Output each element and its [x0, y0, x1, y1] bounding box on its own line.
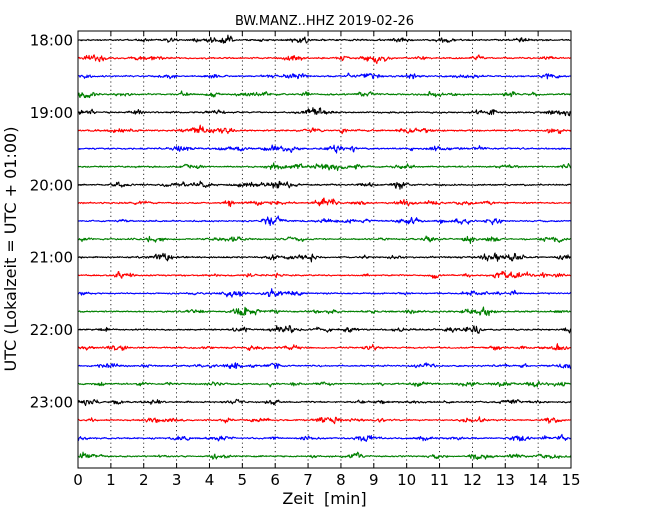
- x-tick-label: 13: [496, 471, 515, 489]
- trace-line: [77, 235, 572, 245]
- y-tick-label: 18:00: [30, 32, 73, 50]
- x-axis: 0 1 2 3 4 5 6 7 8 9 10 11 12 13 14 15: [73, 31, 581, 489]
- trace-line: [77, 288, 572, 298]
- trace-line: [77, 180, 572, 190]
- trace-line: [77, 325, 572, 334]
- y-tick-label: 21:00: [30, 249, 73, 267]
- trace-line: [77, 34, 572, 44]
- trace-line: [77, 433, 572, 442]
- y-tick-label: 19:00: [30, 104, 73, 122]
- y-tick-label: 22:00: [30, 321, 73, 339]
- x-tick-label: 6: [270, 471, 280, 489]
- plot-frame: [77, 30, 572, 469]
- x-tick-label: 11: [430, 471, 449, 489]
- y-axis-label: UTC (Lokalzeit = UTC + 01:00): [1, 127, 20, 372]
- trace-line: [77, 306, 572, 317]
- x-tick-label: 8: [336, 471, 346, 489]
- x-tick-label: 3: [172, 471, 182, 489]
- trace-line: [77, 398, 572, 407]
- trace-line: [77, 72, 572, 80]
- trace-line: [77, 380, 572, 388]
- trace-line: [77, 270, 572, 279]
- x-axis-label: Zeit [min]: [282, 489, 366, 508]
- y-axis: 18:00 19:00 20:00 21:00 22:00 23:00: [30, 32, 83, 412]
- chart-title: BW.MANZ..HHZ 2019-02-26: [235, 14, 414, 29]
- trace-line: [77, 107, 572, 117]
- y-tick-label: 20:00: [30, 176, 73, 194]
- trace-line: [77, 54, 572, 65]
- trace-line: [77, 451, 572, 460]
- trace-line: [77, 362, 572, 370]
- x-tick-label: 1: [106, 471, 116, 489]
- trace-line: [77, 124, 572, 135]
- x-tick-label: 5: [238, 471, 248, 489]
- trace-line: [77, 416, 572, 425]
- y-tick-label: 23:00: [30, 394, 73, 412]
- trace-line: [77, 343, 572, 351]
- x-tick-label: 15: [561, 471, 580, 489]
- x-grid: [110, 31, 539, 468]
- trace-line: [77, 90, 572, 99]
- x-tick-label: 14: [529, 471, 548, 489]
- x-tick-label: 12: [463, 471, 482, 489]
- seismogram-traces: [77, 34, 572, 460]
- trace-line: [77, 215, 572, 227]
- x-tick-label: 10: [397, 471, 416, 489]
- x-tick-label: 4: [205, 471, 215, 489]
- trace-line: [77, 144, 572, 154]
- x-tick-label: 2: [139, 471, 149, 489]
- trace-line: [77, 252, 572, 263]
- trace-line: [77, 162, 572, 172]
- x-tick-label: 0: [73, 471, 83, 489]
- x-tick-label: 9: [369, 471, 379, 489]
- trace-line: [77, 197, 572, 208]
- x-tick-label: 7: [303, 471, 313, 489]
